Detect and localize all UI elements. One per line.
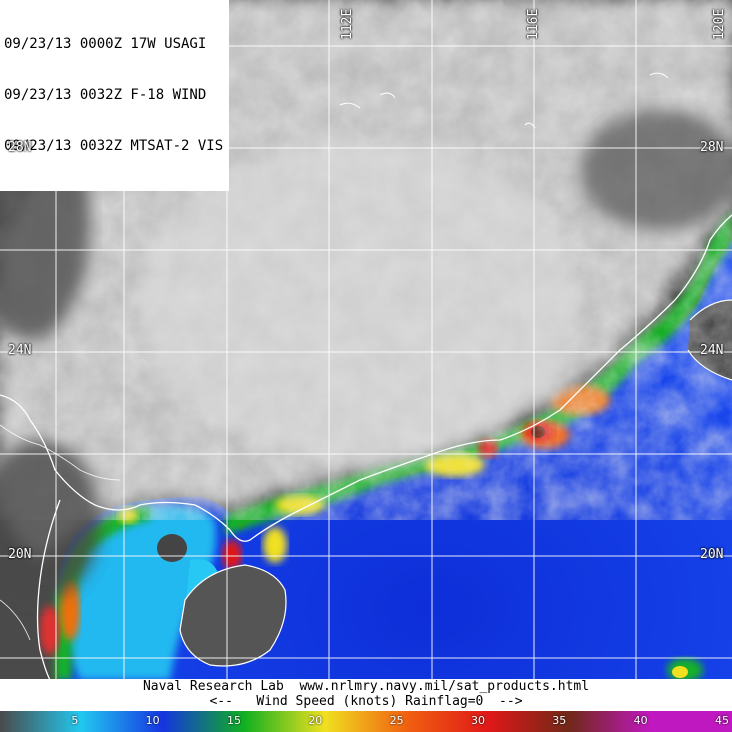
- lat-label-28n: 28N: [8, 140, 32, 155]
- cloud-gap-bottomleft: [0, 440, 100, 600]
- cloud-gap-right: [580, 110, 732, 230]
- colorbar-label: 45: [714, 714, 729, 727]
- coastline-vietnam: [36, 499, 61, 681]
- lat-label-28n-right: 28N: [700, 140, 724, 155]
- header-wind-line: 09/23/13 0032Z F-18 WIND: [4, 87, 207, 103]
- coastline: [0, 214, 732, 542]
- coastline-taiwan: [687, 299, 732, 381]
- wind-yellow-3: [263, 527, 287, 563]
- wind-speed-colorbar: 5 10 15 20 25 30 35 40 45: [0, 711, 732, 732]
- wind-orange-3: [60, 580, 80, 640]
- footer-legend-title: <-- Wind Speed (knots) Rainflag=0 -->: [209, 694, 523, 709]
- colorbar-label: 25: [389, 714, 404, 727]
- hainan-island: [180, 565, 286, 666]
- lat-label-24n: 24N: [8, 343, 32, 358]
- colorbar-segment: 15: [162, 711, 244, 732]
- colorbar-label: 35: [552, 714, 567, 727]
- image-header: 09/23/13 0000Z 17W USAGI 09/23/13 0032Z …: [0, 0, 230, 191]
- colorbar-label: 20: [308, 714, 323, 727]
- colorbar-label: 5: [71, 714, 79, 727]
- colorbar-segment: 45: [650, 711, 732, 732]
- lon-label-112e: 112E: [340, 8, 355, 40]
- footer-credit: Naval Research Lab www.nrlmry.navy.mil/s…: [142, 679, 590, 694]
- wind-yellow-spot: [672, 666, 688, 678]
- colorbar-segment: 35: [487, 711, 570, 732]
- colorbar-label: 30: [470, 714, 485, 727]
- wind-red-4: [40, 605, 60, 655]
- colorbar-label: 10: [145, 714, 160, 727]
- inland-lakes: [339, 72, 669, 129]
- lat-label-24n-right: 24N: [700, 343, 724, 358]
- lat-label-20n-right: 20N: [700, 547, 724, 562]
- header-vis-line: 09/23/13 0032Z MTSAT-2 VIS: [4, 138, 224, 154]
- lat-label-20n: 20N: [8, 547, 32, 562]
- colorbar-segment: 25: [325, 711, 407, 732]
- colorbar-segment: 5: [0, 711, 82, 732]
- lon-label-116e: 116E: [526, 8, 541, 40]
- cloud-core: [140, 140, 580, 460]
- colorbar-label: 40: [633, 714, 648, 727]
- colorbar-segment: 40: [569, 711, 651, 732]
- gulf-dark-spot: [157, 534, 187, 562]
- border-line: [0, 424, 121, 641]
- colorbar-label: 15: [226, 714, 241, 727]
- colorbar-segment: 10: [81, 711, 163, 732]
- colorbar-segment: 30: [406, 711, 488, 732]
- header-storm-line: 09/23/13 0000Z 17W USAGI: [4, 36, 207, 52]
- image-footer: Naval Research Lab www.nrlmry.navy.mil/s…: [0, 679, 732, 711]
- lon-label-120e: 120E: [712, 8, 727, 40]
- colorbar-segment: 20: [243, 711, 326, 732]
- coastline-hainan: [179, 564, 287, 667]
